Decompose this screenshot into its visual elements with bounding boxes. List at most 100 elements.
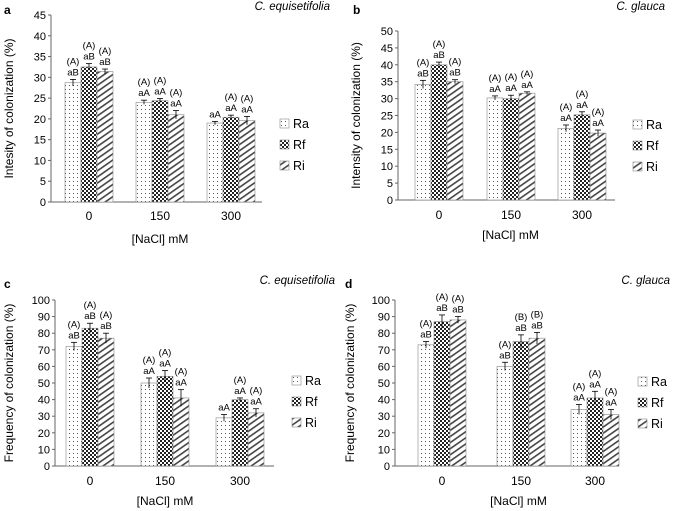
- y-tick-label: 0: [44, 461, 50, 473]
- significance-label-upper: (A): [560, 102, 573, 113]
- significance-label-upper: (A): [250, 386, 263, 397]
- bar-ra: [414, 84, 432, 201]
- significance-label-upper: (A): [138, 77, 151, 88]
- bar-ri: [528, 337, 546, 467]
- x-tick-label: 0: [436, 208, 443, 222]
- significance-label: aA: [592, 118, 604, 129]
- legend-swatch-ri: [279, 160, 290, 171]
- legend-label-ra: Ra: [305, 374, 321, 388]
- x-tick-label: 150: [155, 474, 175, 488]
- significance-label-upper: (A): [573, 382, 586, 393]
- legend-swatch-ra: [291, 375, 302, 386]
- significance-label: aB: [420, 330, 432, 341]
- significance-label: aB: [100, 321, 112, 332]
- y-tick-label: 70: [38, 345, 50, 357]
- bar-ra: [135, 101, 153, 203]
- significance-label: aB: [68, 330, 80, 341]
- y-tick-label: 100: [372, 295, 390, 307]
- bar-ra: [557, 128, 575, 201]
- bar-rf: [80, 66, 98, 203]
- bar-ri: [97, 337, 115, 467]
- y-tick-label: 35: [34, 52, 46, 64]
- y-tick-label: 50: [38, 378, 50, 390]
- panel-letter: c: [4, 277, 11, 291]
- significance-label-upper: (A): [436, 292, 449, 303]
- y-tick-label: 5: [40, 176, 46, 188]
- significance-label-upper: (A): [99, 46, 112, 57]
- x-tick-label: 0: [439, 474, 446, 488]
- y-axis-label: Intensity of colonization (%): [349, 42, 363, 189]
- significance-label: aB: [499, 350, 511, 361]
- significance-label: aA: [560, 113, 572, 124]
- x-tick-label: 300: [221, 209, 241, 223]
- significance-label: aA: [576, 100, 588, 111]
- bar-ra: [215, 417, 233, 467]
- legend-swatch-ra: [632, 119, 643, 130]
- significance-label: aA: [521, 80, 533, 91]
- y-tick-label: 0: [387, 195, 393, 207]
- x-axis-label: [NaCl] mM: [482, 228, 539, 242]
- bar-rf: [222, 116, 240, 203]
- bar-rf: [586, 397, 604, 467]
- significance-label: aB: [449, 68, 461, 79]
- y-tick-label: 60: [378, 361, 390, 373]
- bar-ra: [496, 366, 514, 467]
- y-tick-label: 0: [384, 461, 390, 473]
- legend-label-ri: Ri: [646, 160, 658, 174]
- x-tick-label: 150: [150, 209, 170, 223]
- significance-label: aB: [436, 303, 448, 314]
- significance-label-upper: (A): [143, 355, 156, 366]
- legend-label-ri: Ri: [651, 417, 663, 431]
- y-tick-label: 20: [378, 428, 390, 440]
- y-tick-label: 10: [34, 155, 46, 167]
- x-tick-label: 300: [585, 474, 605, 488]
- significance-label-upper: (A): [592, 107, 605, 118]
- significance-label: aB: [84, 311, 96, 322]
- significance-label: aA: [489, 84, 501, 95]
- y-tick-label: 15: [34, 135, 46, 147]
- legend-swatch-rf: [632, 140, 643, 151]
- x-tick-label: 150: [511, 474, 531, 488]
- bar-ri: [247, 412, 265, 467]
- y-tick-label: 45: [381, 43, 393, 55]
- significance-label: aA: [241, 104, 253, 115]
- significance-label: aB: [417, 68, 429, 79]
- significance-label: aA: [170, 99, 182, 110]
- legend-label-rf: Rf: [646, 139, 659, 153]
- bar-ra: [64, 82, 82, 203]
- significance-label-upper: (A): [234, 375, 247, 386]
- significance-label-upper: (A): [225, 92, 238, 103]
- y-tick-label: 90: [38, 312, 50, 324]
- bar-rf: [231, 399, 249, 467]
- legend-label-ri: Ri: [305, 416, 317, 430]
- x-tick-label: 300: [572, 208, 592, 222]
- y-tick-label: 30: [38, 411, 50, 423]
- y-tick-label: 40: [34, 31, 46, 43]
- x-tick-label: 0: [86, 209, 93, 223]
- significance-label-upper: (A): [521, 69, 534, 80]
- significance-label-upper: (A): [452, 294, 465, 305]
- bar-ra: [206, 122, 224, 203]
- bar-ra: [486, 97, 504, 201]
- significance-label-upper: (A): [605, 387, 618, 398]
- y-tick-label: 20: [34, 114, 46, 126]
- y-tick-label: 40: [381, 60, 393, 72]
- x-tick-label: 300: [230, 474, 250, 488]
- y-tick-label: 50: [381, 26, 393, 38]
- x-axis-label: [NaCl] mM: [490, 494, 547, 508]
- significance-label-upper: (A): [68, 319, 81, 330]
- y-axis-label: Intesity of colonization (%): [2, 38, 16, 178]
- significance-label-upper: (A): [433, 39, 446, 50]
- significance-label: aA: [159, 359, 171, 370]
- significance-label: aA: [605, 398, 617, 409]
- significance-label-upper: (A): [170, 88, 183, 99]
- y-tick-label: 30: [381, 94, 393, 106]
- legend-swatch-ri: [632, 161, 643, 172]
- y-tick-label: 10: [38, 444, 50, 456]
- bar-ri: [238, 120, 256, 203]
- significance-label: aB: [99, 57, 111, 68]
- chart-title: C. equisetifolia: [260, 275, 335, 287]
- panel-letter: b: [353, 3, 360, 17]
- significance-label-upper: (A): [159, 348, 172, 359]
